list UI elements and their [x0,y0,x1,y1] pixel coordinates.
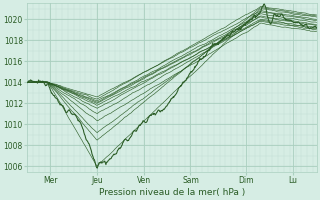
X-axis label: Pression niveau de la mer( hPa ): Pression niveau de la mer( hPa ) [99,188,245,197]
